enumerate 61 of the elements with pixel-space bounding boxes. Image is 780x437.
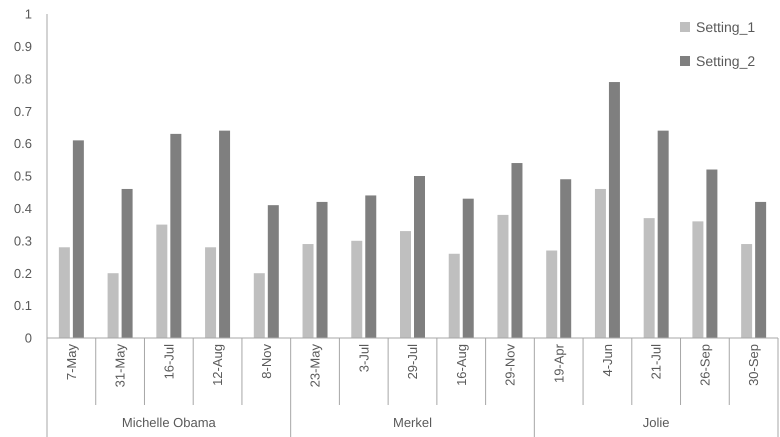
- bar: [608, 82, 620, 338]
- bar: [156, 224, 168, 338]
- x-tick-label: 26-Sep: [697, 344, 712, 386]
- x-tick-label: 23-May: [308, 344, 323, 388]
- bar: [170, 134, 182, 338]
- x-tick-label: 16-Jul: [161, 344, 176, 380]
- bar: [365, 195, 376, 338]
- bar: [72, 140, 84, 338]
- bar: [122, 188, 133, 338]
- y-tick-label: 0: [24, 330, 32, 346]
- y-tick-label: 0.3: [14, 233, 32, 248]
- bar: [205, 247, 216, 338]
- bar: [351, 240, 362, 338]
- legend-label: Setting_1: [696, 18, 756, 35]
- bar: [414, 176, 425, 338]
- y-tick-label: 0.2: [14, 266, 32, 281]
- bar: [755, 202, 766, 338]
- x-tick-label: 16-Aug: [454, 344, 469, 386]
- bar: [741, 244, 752, 338]
- y-tick-label: 0.7: [14, 104, 32, 119]
- x-tick-label: 12-Aug: [210, 344, 226, 386]
- y-tick-label: 0.6: [14, 136, 32, 152]
- x-tick-label: 21-Jul: [648, 344, 664, 380]
- x-tick-label: 7-May: [64, 344, 79, 380]
- bar: [658, 130, 669, 338]
- x-tick-label: 29-Nov: [502, 344, 518, 386]
- y-tick-label: 0.8: [14, 71, 32, 86]
- bar: [546, 250, 558, 338]
- x-tick-label: 19-Apr: [551, 343, 566, 384]
- text: Michelle Obama: [122, 415, 217, 430]
- bar: [692, 221, 704, 338]
- text: Jolie: [642, 415, 670, 430]
- x-tick-label: 29-Jul: [405, 344, 420, 380]
- bar: [316, 202, 328, 338]
- bar: [219, 130, 230, 338]
- bar: [400, 231, 411, 338]
- y-tick-label: 0.4: [14, 200, 32, 216]
- y-tick-label: 0.1: [14, 298, 32, 314]
- bar: [706, 170, 718, 338]
- bar: [644, 218, 655, 338]
- bar: [448, 254, 460, 338]
- bar: [560, 179, 572, 338]
- x-tick-label: 3-Jul: [356, 344, 372, 372]
- y-tick-label: 0.5: [14, 168, 32, 184]
- x-tick-label: 30-Sep: [746, 344, 762, 386]
- x-tick-label: 8-Nov: [258, 344, 274, 379]
- bar: [462, 198, 474, 338]
- bar: [511, 163, 522, 338]
- text: Merkel: [392, 415, 432, 430]
- y-tick-label: 1: [24, 6, 32, 22]
- bar: [108, 273, 119, 338]
- y-tick-label: 0.9: [14, 38, 32, 54]
- bar: [497, 214, 508, 338]
- bar: [594, 188, 606, 338]
- bar: [268, 205, 279, 338]
- x-tick-label: 4-Jun: [600, 344, 615, 377]
- bar: [254, 273, 265, 338]
- bar: [302, 244, 314, 338]
- x-tick-label: 31-May: [112, 344, 128, 388]
- legend-label: Setting_2: [696, 52, 756, 69]
- bar: [58, 247, 70, 338]
